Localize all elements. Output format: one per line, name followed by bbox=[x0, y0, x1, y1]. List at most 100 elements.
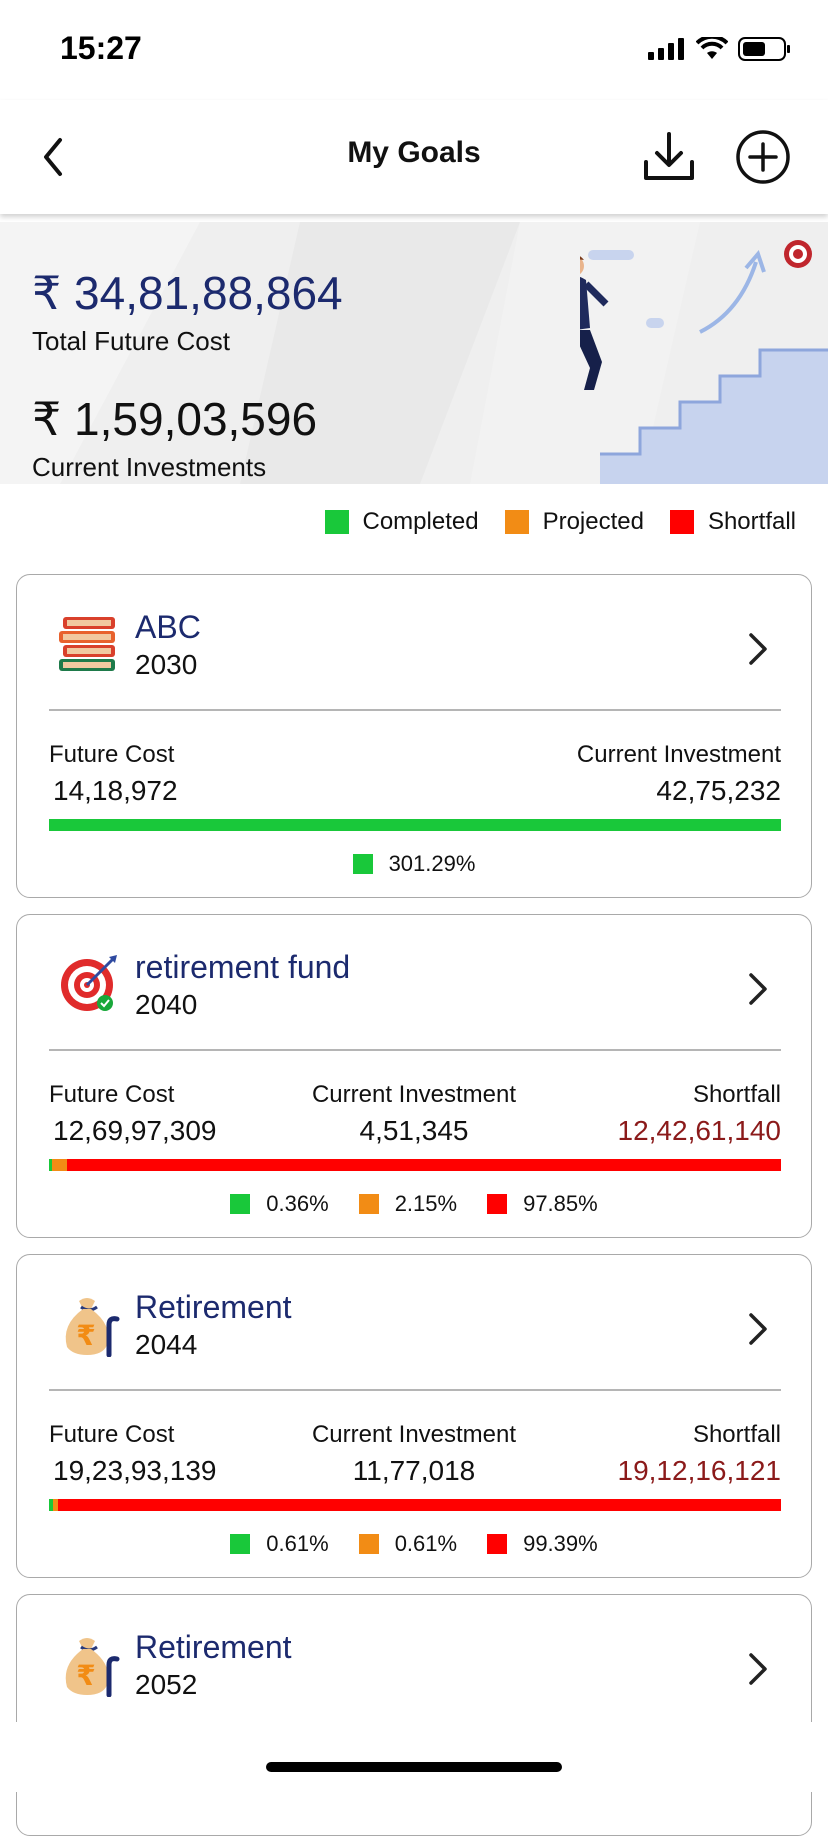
divider bbox=[49, 1389, 781, 1391]
chevron-right-icon[interactable] bbox=[745, 1311, 771, 1347]
legend-label: Projected bbox=[542, 508, 644, 535]
bottom-safe-area bbox=[0, 1722, 828, 1792]
divider bbox=[49, 709, 781, 711]
summary-banner: ₹ 34,81,88,864 Total Future Cost ₹ 1,59,… bbox=[0, 222, 828, 484]
swatch-projected bbox=[358, 1534, 379, 1554]
future-cost-value: 19,23,93,139 bbox=[53, 1455, 217, 1486]
goal-year: 2030 bbox=[135, 649, 198, 680]
progress-completed bbox=[49, 1159, 52, 1171]
progress-completed bbox=[49, 819, 781, 831]
goal-card[interactable]: retirement fund 2040 Future Cost 12,69,9… bbox=[16, 914, 812, 1238]
future-cost-label: Future Cost bbox=[49, 1081, 175, 1108]
current-investments-label: Current Investments bbox=[32, 452, 267, 482]
status-time: 15:27 bbox=[60, 30, 142, 66]
legend-projected: Projected bbox=[504, 508, 644, 536]
swatch-shortfall bbox=[487, 1194, 508, 1214]
legend-swatch-completed bbox=[324, 510, 349, 534]
battery-icon bbox=[738, 37, 790, 61]
goal-name: ABC bbox=[135, 609, 201, 645]
percentage-row: 301.29% bbox=[17, 851, 811, 877]
percentage-row: 0.61% 0.61% 99.39% bbox=[17, 1531, 811, 1557]
page-title: My Goals bbox=[347, 136, 481, 169]
swatch-completed bbox=[352, 854, 373, 874]
total-future-cost-label: Total Future Cost bbox=[32, 326, 230, 356]
money-bag-icon: ₹ bbox=[65, 1298, 120, 1357]
pct-value: 2.15% bbox=[394, 1191, 458, 1216]
goal-progress-bar bbox=[49, 1499, 781, 1511]
pct-value: 0.36% bbox=[266, 1191, 329, 1216]
home-indicator[interactable] bbox=[266, 1762, 562, 1772]
total-future-cost: ₹ 34,81,88,864 bbox=[32, 267, 343, 319]
future-cost-value: 12,69,97,309 bbox=[53, 1115, 217, 1146]
goal-card[interactable]: ABC 2030 Future Cost 14,18,972 Current I… bbox=[16, 574, 812, 898]
pct-projected: 0.61% bbox=[358, 1531, 458, 1557]
progress-projected bbox=[53, 1499, 58, 1511]
svg-text:₹: ₹ bbox=[76, 1659, 95, 1692]
swatch-projected bbox=[358, 1194, 379, 1214]
swatch-completed bbox=[230, 1534, 251, 1554]
goal-card[interactable]: ₹ Retirement 2044 Future Cost 19,23,93,1… bbox=[16, 1254, 812, 1578]
divider bbox=[49, 1049, 781, 1051]
pct-completed: 0.61% bbox=[230, 1531, 329, 1557]
pct-shortfall: 99.39% bbox=[487, 1531, 598, 1557]
current-investment-value: 4,51,345 bbox=[359, 1115, 469, 1146]
shortfall-value: 12,42,61,140 bbox=[617, 1115, 782, 1146]
pct-value: 0.61% bbox=[394, 1531, 458, 1556]
progress-completed bbox=[49, 1499, 54, 1511]
pct-projected: 2.15% bbox=[358, 1191, 458, 1217]
goal-name: retirement fund bbox=[135, 949, 351, 985]
pct-value: 99.39% bbox=[523, 1531, 598, 1556]
books-icon bbox=[59, 617, 115, 671]
pct-value: 0.61% bbox=[266, 1531, 329, 1556]
pct-value: 97.85% bbox=[523, 1191, 598, 1216]
back-chevron-icon[interactable] bbox=[34, 132, 74, 182]
percentage-row: 0.36% 2.15% 97.85% bbox=[17, 1191, 811, 1217]
goal-year: 2052 bbox=[135, 1669, 198, 1700]
swatch-completed bbox=[230, 1194, 251, 1214]
legend-completed: Completed bbox=[324, 508, 479, 536]
target-icon bbox=[61, 955, 117, 1011]
status-bar: 15:27 bbox=[0, 0, 828, 100]
goal-card[interactable]: ₹ Retirement 2052 bbox=[16, 1594, 812, 1836]
pct-value: 301.29% bbox=[388, 851, 476, 876]
pct-completed: 301.29% bbox=[352, 851, 476, 877]
goal-name: Retirement bbox=[135, 1289, 292, 1325]
goal-name: Retirement bbox=[135, 1629, 292, 1665]
wifi-icon bbox=[696, 37, 728, 59]
goal-year: 2040 bbox=[135, 989, 198, 1020]
money-bag-icon: ₹ bbox=[65, 1638, 120, 1697]
progress-projected bbox=[51, 1159, 68, 1171]
chevron-right-icon[interactable] bbox=[745, 1651, 771, 1687]
legend-shortfall: Shortfall bbox=[669, 508, 796, 536]
legend-swatch-projected bbox=[504, 510, 529, 534]
current-investment-label: Current Investment bbox=[576, 741, 781, 768]
download-icon[interactable] bbox=[640, 128, 698, 186]
status-icons bbox=[648, 36, 792, 62]
goal-progress-bar bbox=[49, 819, 781, 831]
svg-text:₹: ₹ bbox=[76, 1319, 95, 1352]
legend: Completed Projected Shortfall bbox=[324, 508, 796, 536]
pct-completed: 0.36% bbox=[230, 1191, 329, 1217]
shortfall-value: 19,12,16,121 bbox=[617, 1455, 782, 1486]
pct-shortfall: 97.85% bbox=[487, 1191, 598, 1217]
future-cost-label: Future Cost bbox=[49, 1421, 175, 1448]
signal-icon bbox=[648, 38, 684, 60]
goal-progress-bar bbox=[49, 1159, 781, 1171]
chevron-right-icon[interactable] bbox=[745, 971, 771, 1007]
swatch-shortfall bbox=[487, 1534, 508, 1554]
shortfall-label: Shortfall bbox=[692, 1081, 781, 1108]
current-investments: ₹ 1,59,03,596 bbox=[32, 393, 318, 445]
shortfall-label: Shortfall bbox=[692, 1421, 781, 1448]
current-investment-label: Current Investment bbox=[311, 1081, 517, 1108]
current-investment-label: Current Investment bbox=[311, 1421, 517, 1448]
current-investment-value: 11,77,018 bbox=[352, 1455, 476, 1486]
climbing-stairs-illustration bbox=[580, 240, 828, 484]
future-cost-value: 14,18,972 bbox=[53, 775, 178, 806]
legend-label: Completed bbox=[362, 508, 479, 535]
legend-swatch-shortfall bbox=[669, 510, 694, 534]
add-goal-icon[interactable] bbox=[734, 128, 792, 186]
chevron-right-icon[interactable] bbox=[745, 631, 771, 667]
legend-label: Shortfall bbox=[707, 508, 796, 535]
nav-bar: My Goals bbox=[0, 100, 828, 214]
goal-year: 2044 bbox=[135, 1329, 198, 1360]
